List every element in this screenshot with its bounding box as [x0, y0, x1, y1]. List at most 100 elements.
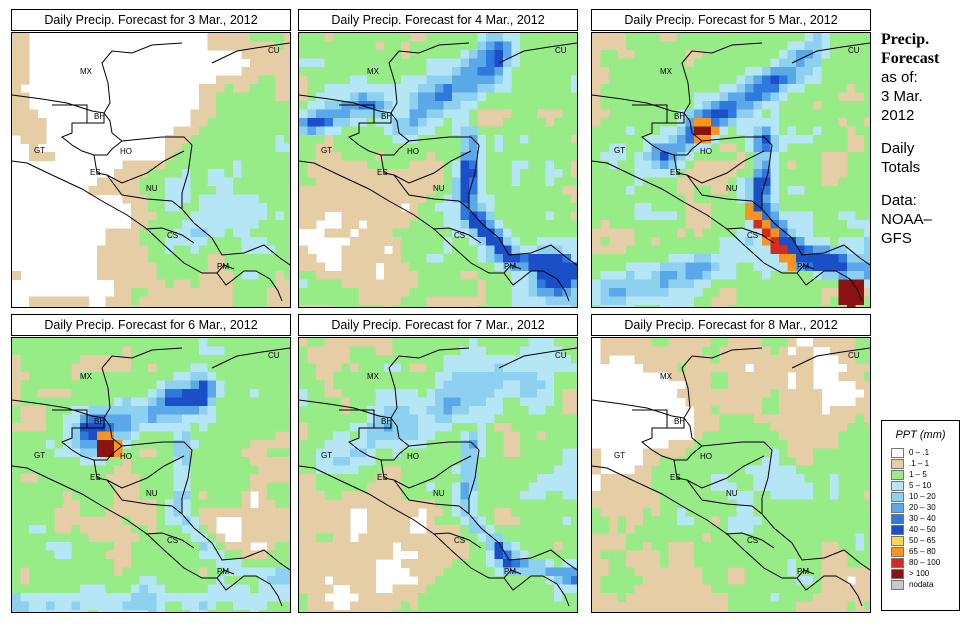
precip-cell [668, 194, 678, 204]
precip-cell [20, 33, 30, 43]
precip-cell [250, 440, 260, 450]
precip-cell [477, 482, 487, 492]
precip-cell [241, 482, 251, 492]
precip-cell [435, 101, 445, 111]
precip-cell [207, 380, 217, 390]
precip-cell [796, 118, 806, 128]
precip-cell [182, 593, 192, 603]
precip-cell [719, 109, 729, 119]
precip-cell [233, 245, 243, 255]
precip-cell [804, 84, 814, 94]
precip-cell [668, 228, 678, 238]
precip-cell [847, 186, 857, 196]
precip-cell [864, 177, 870, 187]
precip-cell [651, 41, 661, 51]
precip-cell [401, 516, 411, 526]
precip-cell [97, 380, 107, 390]
precip-cell [711, 58, 721, 68]
precip-cell [537, 567, 547, 577]
precip-cell [307, 254, 317, 264]
precip-cell [12, 84, 22, 94]
precip-cell [350, 305, 360, 307]
precip-cell [401, 169, 411, 179]
precip-cell [258, 296, 268, 306]
precip-cell [511, 516, 521, 526]
precip-cell [617, 305, 627, 307]
precip-cell [12, 508, 22, 518]
precip-cell [156, 262, 166, 272]
precip-cell [367, 279, 377, 289]
precip-cell [233, 135, 243, 145]
precip-cell [847, 152, 857, 162]
precip-cell [131, 203, 141, 213]
precip-cell [333, 533, 343, 543]
precip-cell [80, 363, 90, 373]
precip-cell [173, 440, 183, 450]
precip-cell [307, 584, 317, 594]
precip-cell [562, 474, 572, 484]
precip-cell [821, 271, 831, 281]
precip-cell [324, 389, 334, 399]
precip-cell [694, 305, 704, 307]
precip-cell [384, 499, 394, 509]
precip-cell [63, 550, 73, 560]
precip-cell [131, 516, 141, 526]
precip-cell [333, 499, 343, 509]
precip-cell [426, 372, 436, 382]
precip-cell [63, 491, 73, 501]
precip-cell [443, 41, 453, 51]
precip-cell [284, 288, 290, 298]
precip-cell [156, 610, 166, 612]
precip-cell [122, 440, 132, 450]
precip-cell [307, 474, 317, 484]
precip-cell [494, 118, 504, 128]
precip-cell [299, 346, 309, 356]
precip-cell [634, 203, 644, 213]
precip-cell [813, 237, 823, 247]
boundary-line [216, 264, 235, 274]
precip-cell [29, 389, 39, 399]
precip-cell [46, 389, 56, 399]
precip-cell [460, 567, 470, 577]
precip-cell [350, 220, 360, 230]
precip-cell [324, 279, 334, 289]
precip-cell [105, 237, 115, 247]
precip-cell [37, 576, 47, 586]
precip-cell [634, 245, 644, 255]
precip-cell [173, 465, 183, 475]
precip-cell [148, 431, 158, 441]
precip-cell [435, 457, 445, 467]
precip-cell [46, 516, 56, 526]
precip-cell [358, 254, 368, 264]
precip-cell [233, 338, 243, 348]
precip-cell [224, 465, 234, 475]
precip-cell [401, 465, 411, 475]
precip-cell [435, 593, 445, 603]
precip-cell [830, 67, 840, 77]
precip-cell [528, 465, 538, 475]
precip-cell [452, 92, 462, 102]
precip-cell [821, 152, 831, 162]
precip-cell [643, 186, 653, 196]
precip-cell [728, 271, 738, 281]
precip-cell [324, 296, 334, 306]
precip-cell [307, 372, 317, 382]
precip-cell [443, 262, 453, 272]
precip-cell [719, 228, 729, 238]
precip-cell [634, 101, 644, 111]
precip-cell [685, 92, 695, 102]
precip-cell [660, 126, 670, 136]
precip-cell [46, 559, 56, 569]
precip-cell [520, 397, 530, 407]
precip-cell [29, 406, 39, 416]
precip-cell [562, 279, 572, 289]
precip-cell [46, 465, 56, 475]
precip-cell [367, 33, 377, 43]
country-label: PM [217, 567, 229, 576]
precip-cell [375, 440, 385, 450]
precip-cell [358, 126, 368, 136]
precip-cell [460, 610, 470, 612]
precip-cell [324, 41, 334, 51]
precip-cell [503, 559, 513, 569]
precip-cell [267, 499, 277, 509]
